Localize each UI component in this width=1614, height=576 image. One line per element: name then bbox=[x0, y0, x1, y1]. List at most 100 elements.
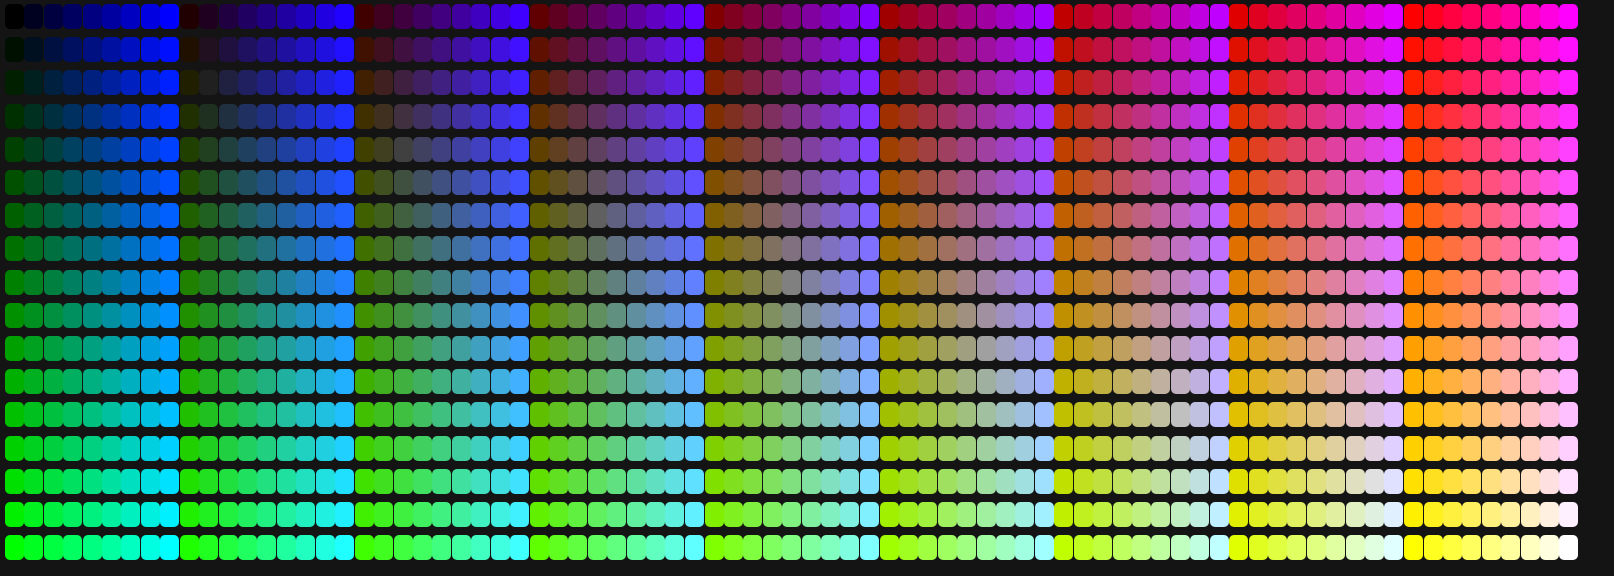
color-swatch[interactable] bbox=[121, 170, 141, 195]
color-swatch[interactable] bbox=[1170, 435, 1190, 461]
color-swatch[interactable] bbox=[1423, 103, 1443, 129]
color-swatch[interactable] bbox=[218, 170, 238, 195]
color-swatch[interactable] bbox=[1559, 4, 1579, 29]
color-swatch[interactable] bbox=[568, 170, 588, 195]
color-swatch[interactable] bbox=[1170, 269, 1190, 295]
color-swatch[interactable] bbox=[82, 136, 102, 162]
color-swatch[interactable] bbox=[1481, 435, 1501, 461]
color-swatch[interactable] bbox=[432, 369, 452, 395]
color-swatch[interactable] bbox=[1384, 302, 1404, 328]
color-swatch[interactable] bbox=[1520, 136, 1540, 162]
color-swatch[interactable] bbox=[762, 170, 782, 195]
color-swatch[interactable] bbox=[238, 402, 258, 428]
color-swatch[interactable] bbox=[762, 236, 782, 262]
color-swatch[interactable] bbox=[665, 236, 685, 262]
color-swatch[interactable] bbox=[102, 468, 121, 494]
color-swatch[interactable] bbox=[1209, 70, 1229, 96]
color-swatch[interactable] bbox=[412, 136, 432, 162]
color-swatch[interactable] bbox=[276, 468, 296, 494]
color-swatch[interactable] bbox=[451, 37, 471, 63]
color-swatch[interactable] bbox=[374, 302, 394, 328]
color-swatch[interactable] bbox=[374, 70, 394, 96]
color-swatch[interactable] bbox=[1520, 269, 1540, 295]
color-swatch[interactable] bbox=[140, 336, 160, 361]
color-swatch[interactable] bbox=[1559, 535, 1579, 561]
color-swatch[interactable] bbox=[24, 336, 44, 361]
color-swatch[interactable] bbox=[1501, 4, 1521, 29]
color-swatch[interactable] bbox=[1287, 4, 1307, 29]
color-swatch[interactable] bbox=[995, 468, 1015, 494]
color-swatch[interactable] bbox=[1093, 535, 1113, 561]
color-swatch[interactable] bbox=[1306, 203, 1326, 229]
color-swatch[interactable] bbox=[393, 535, 413, 561]
color-swatch[interactable] bbox=[1131, 535, 1151, 561]
color-swatch[interactable] bbox=[276, 70, 296, 96]
color-swatch[interactable] bbox=[995, 302, 1015, 328]
color-swatch[interactable] bbox=[1093, 203, 1113, 229]
color-swatch[interactable] bbox=[1423, 369, 1443, 395]
color-swatch[interactable] bbox=[1015, 4, 1035, 29]
color-swatch[interactable] bbox=[121, 336, 141, 361]
color-swatch[interactable] bbox=[257, 170, 277, 195]
color-swatch[interactable] bbox=[24, 103, 44, 129]
color-swatch[interactable] bbox=[840, 468, 860, 494]
color-swatch[interactable] bbox=[24, 302, 44, 328]
color-swatch[interactable] bbox=[782, 4, 802, 29]
color-swatch[interactable] bbox=[898, 302, 918, 328]
color-swatch[interactable] bbox=[1404, 502, 1424, 527]
color-swatch[interactable] bbox=[840, 203, 860, 229]
color-swatch[interactable] bbox=[1520, 402, 1540, 428]
color-swatch[interactable] bbox=[568, 369, 588, 395]
color-swatch[interactable] bbox=[335, 203, 355, 229]
color-swatch[interactable] bbox=[1423, 502, 1443, 527]
color-swatch[interactable] bbox=[490, 302, 510, 328]
color-swatch[interactable] bbox=[374, 37, 394, 63]
color-swatch[interactable] bbox=[1442, 37, 1462, 63]
color-swatch[interactable] bbox=[276, 369, 296, 395]
color-swatch[interactable] bbox=[1404, 468, 1424, 494]
color-swatch[interactable] bbox=[665, 302, 685, 328]
color-swatch[interactable] bbox=[451, 468, 471, 494]
color-swatch[interactable] bbox=[1462, 203, 1482, 229]
color-swatch[interactable] bbox=[432, 37, 452, 63]
color-swatch[interactable] bbox=[296, 70, 316, 96]
color-swatch[interactable] bbox=[1015, 70, 1035, 96]
color-swatch[interactable] bbox=[1268, 136, 1288, 162]
color-swatch[interactable] bbox=[549, 236, 569, 262]
color-swatch[interactable] bbox=[315, 336, 335, 361]
color-swatch[interactable] bbox=[665, 4, 685, 29]
color-swatch[interactable] bbox=[879, 468, 899, 494]
color-swatch[interactable] bbox=[840, 402, 860, 428]
color-swatch[interactable] bbox=[1501, 269, 1521, 295]
color-swatch[interactable] bbox=[1306, 468, 1326, 494]
color-swatch[interactable] bbox=[626, 302, 646, 328]
color-swatch[interactable] bbox=[1559, 435, 1579, 461]
color-swatch[interactable] bbox=[1423, 302, 1443, 328]
color-swatch[interactable] bbox=[1539, 70, 1559, 96]
color-swatch[interactable] bbox=[529, 336, 549, 361]
color-swatch[interactable] bbox=[1423, 4, 1443, 29]
color-swatch[interactable] bbox=[1209, 236, 1229, 262]
color-swatch[interactable] bbox=[1520, 302, 1540, 328]
color-swatch[interactable] bbox=[957, 4, 977, 29]
color-swatch[interactable] bbox=[937, 435, 957, 461]
color-swatch[interactable] bbox=[665, 37, 685, 63]
color-swatch[interactable] bbox=[801, 435, 821, 461]
color-swatch[interactable] bbox=[762, 70, 782, 96]
color-swatch[interactable] bbox=[63, 302, 83, 328]
color-swatch[interactable] bbox=[102, 435, 121, 461]
color-swatch[interactable] bbox=[1539, 269, 1559, 295]
color-swatch[interactable] bbox=[1345, 4, 1365, 29]
color-swatch[interactable] bbox=[1501, 70, 1521, 96]
color-swatch[interactable] bbox=[1131, 269, 1151, 295]
color-swatch[interactable] bbox=[1559, 269, 1579, 295]
color-swatch[interactable] bbox=[412, 302, 432, 328]
color-swatch[interactable] bbox=[160, 402, 180, 428]
color-swatch[interactable] bbox=[1112, 369, 1132, 395]
color-swatch[interactable] bbox=[63, 502, 83, 527]
color-swatch[interactable] bbox=[121, 136, 141, 162]
color-swatch[interactable] bbox=[296, 502, 316, 527]
color-swatch[interactable] bbox=[393, 402, 413, 428]
color-swatch[interactable] bbox=[782, 502, 802, 527]
color-swatch[interactable] bbox=[1054, 70, 1074, 96]
